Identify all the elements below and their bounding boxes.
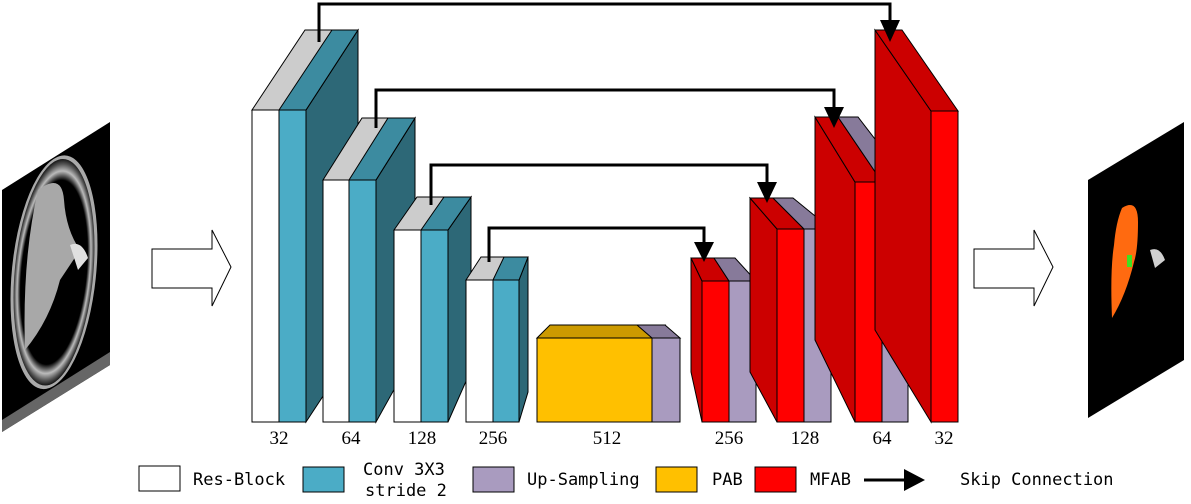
conv-swatch	[302, 466, 345, 493]
encoder-1-channels: 32	[270, 428, 289, 449]
legend-item-mfab: MFAB	[754, 466, 851, 493]
mfab-swatch	[754, 466, 797, 493]
decoder-2-channels: 64	[873, 428, 893, 449]
legend: Res-Block Conv 3X3 stride 2 Up-Sampling …	[138, 460, 1114, 501]
legend-label-mfab: MFAB	[810, 470, 851, 490]
up-sampling-swatch	[472, 466, 515, 493]
bottleneck-block	[535, 324, 682, 423]
encoder-block-4	[465, 256, 529, 423]
input-arrow-icon	[151, 229, 232, 307]
legend-label-skip-connection: Skip Connection	[960, 470, 1114, 490]
legend-item-res-block: Res-Block	[138, 465, 285, 492]
decoder-3-channels: 128	[791, 428, 820, 449]
arrow-right-icon	[864, 469, 925, 491]
skip-arrowhead-2-icon	[824, 107, 844, 128]
legend-label-pab: PAB	[712, 470, 743, 490]
legend-item-up-sampling: Up-Sampling	[472, 466, 640, 493]
legend-item-skip-connection: Skip Connection	[864, 469, 1114, 491]
decoder-block-4	[690, 257, 758, 423]
res-block-swatch	[138, 465, 181, 492]
encoder-4-channels: 256	[479, 428, 508, 449]
skip-connection-4	[487, 226, 706, 262]
skip-arrowhead-1-icon	[880, 20, 900, 42]
skip-connection-1	[317, 2, 892, 42]
skip-arrowhead-4-icon	[694, 242, 714, 262]
legend-item-pab: PAB	[655, 466, 743, 493]
legend-label-conv-line1: Conv 3X3	[363, 460, 445, 480]
bottleneck-channels: 512	[593, 428, 622, 449]
output-segmentation-image	[1088, 122, 1184, 418]
input-mri-image	[2, 122, 110, 432]
decoder-4-channels: 256	[715, 428, 744, 449]
encoder-3-channels: 128	[408, 428, 437, 449]
decoder-1-channels: 32	[935, 428, 954, 449]
legend-label-res-block: Res-Block	[193, 470, 285, 490]
output-arrow-icon	[973, 229, 1054, 307]
legend-label-up-sampling: Up-Sampling	[527, 470, 640, 490]
skip-connection-2	[374, 88, 836, 128]
skip-connection-3	[429, 163, 769, 205]
legend-label-conv-line2: stride 2	[365, 481, 447, 501]
skip-arrowhead-3-icon	[757, 182, 777, 203]
decoder-block-1	[874, 28, 959, 424]
pab-swatch	[655, 466, 698, 493]
legend-item-conv: Conv 3X3 stride 2	[302, 460, 447, 501]
encoder-block-3	[393, 195, 472, 423]
encoder-2-channels: 64	[342, 428, 362, 449]
